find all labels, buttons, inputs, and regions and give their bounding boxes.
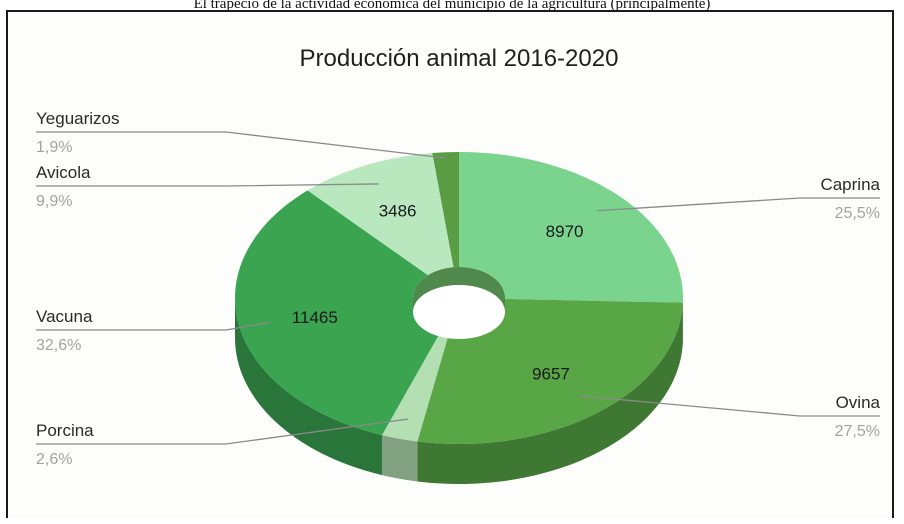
chart-title: Producción animal 2016-2020 xyxy=(300,45,619,72)
donut-hole xyxy=(413,267,505,339)
leader-line-porcina xyxy=(36,418,408,445)
value-labels: 8970 9657 11465 3486 xyxy=(292,201,584,383)
category-label-caprina: Caprina xyxy=(820,175,880,194)
percentage-label-ovina: 27,5% xyxy=(835,423,880,440)
value-label-vacuna: 11465 xyxy=(292,308,338,327)
value-label-avicola: 3486 xyxy=(379,201,417,220)
slice-side-ovina xyxy=(417,302,683,484)
value-label-ovina: 9657 xyxy=(532,364,570,383)
hole-inner-wall xyxy=(413,267,505,316)
hole-opening xyxy=(413,285,505,339)
slice-avicola xyxy=(307,153,454,276)
category-label-vacuna: Vacuna xyxy=(36,307,93,326)
slice-caprina xyxy=(459,152,683,303)
leader-line-vacuna xyxy=(36,321,271,331)
slice-yeguarizos xyxy=(432,152,459,268)
slice-side-vacuna xyxy=(234,298,383,476)
leader-line-avicola xyxy=(36,183,379,187)
percentage-label-yeguarizos: 1,9% xyxy=(36,139,72,156)
category-label-ovina: Ovina xyxy=(836,393,881,412)
leader-line-caprina xyxy=(597,197,880,212)
percentage-label-porcina: 2,6% xyxy=(36,451,72,468)
cropped-caption-text: El trapecio de la actividad económica de… xyxy=(193,0,711,12)
slice-ovina xyxy=(417,298,683,444)
percentage-label-caprina: 25,5% xyxy=(835,205,880,222)
leader-lines xyxy=(36,131,880,445)
percentage-label-avicola: 9,9% xyxy=(36,193,72,210)
category-label-porcina: Porcina xyxy=(36,421,94,440)
percentage-label-vacuna: 32,6% xyxy=(36,337,81,354)
slice-side-porcina xyxy=(382,435,418,482)
slice-porcina xyxy=(382,327,451,442)
value-label-caprina: 8970 xyxy=(546,222,584,241)
category-labels: Caprina 25,5% Ovina 27,5% Porcina 2,6% Vacuna 3… xyxy=(36,109,881,468)
leader-line-ovina xyxy=(579,395,880,417)
category-label-yeguarizos: Yeguarizos xyxy=(36,109,120,128)
slice-top-group xyxy=(235,152,683,444)
slice-depth-group xyxy=(234,298,683,484)
leader-line-yeguarizos xyxy=(36,131,447,159)
category-label-avicola: Avicola xyxy=(36,163,91,182)
slice-vacuna xyxy=(235,190,444,436)
